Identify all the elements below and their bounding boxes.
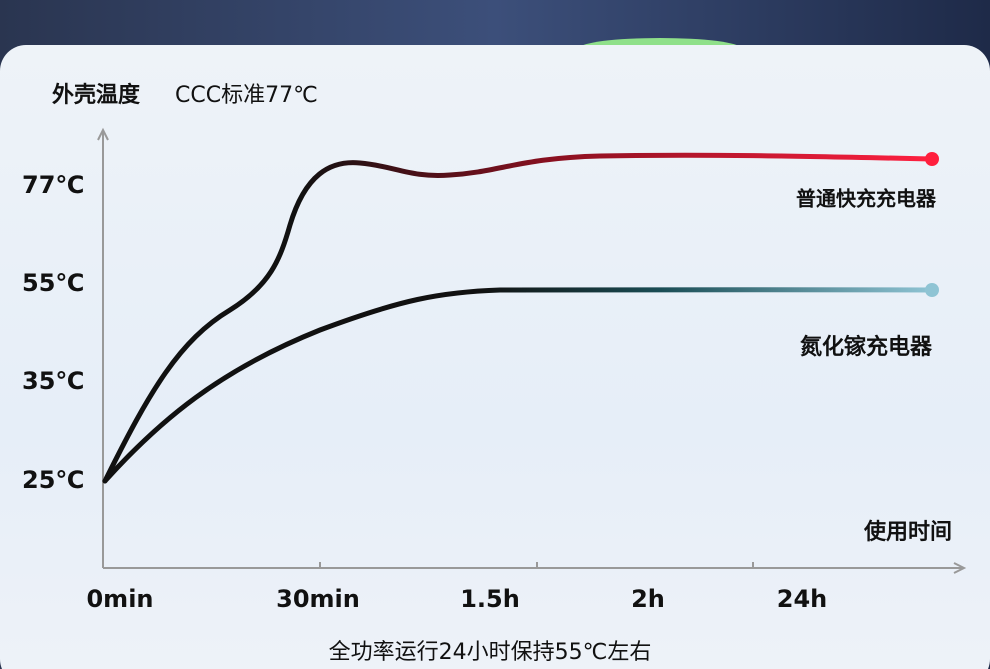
- curve-label: 氮化镓充电器: [800, 334, 933, 360]
- curve-label: 普通快充充电器: [796, 187, 937, 211]
- x-label: 1.5h: [460, 585, 520, 613]
- x-title: 使用时间: [863, 520, 952, 545]
- x-labels: 0min 30min 1.5h 2h 24h: [86, 585, 827, 613]
- y-label: 35℃: [22, 367, 84, 395]
- x-label: 2h: [631, 585, 665, 613]
- curve-fast-charger: [102, 152, 935, 484]
- subtitle: CCC标准77℃: [175, 83, 318, 108]
- x-label: 24h: [777, 585, 827, 613]
- x-label: 30min: [276, 585, 360, 613]
- end-dot: [925, 152, 939, 166]
- curve-gan-charger: [102, 287, 935, 484]
- y-label: 77℃: [22, 171, 84, 199]
- title: 外壳温度: [52, 82, 141, 108]
- card: [0, 45, 990, 669]
- y-label: 55℃: [22, 269, 84, 297]
- y-labels: 77℃ 55℃ 35℃ 25℃: [22, 171, 84, 494]
- y-label: 25℃: [22, 466, 84, 494]
- axes: [97, 127, 967, 574]
- end-dot: [925, 283, 939, 297]
- x-label: 0min: [86, 585, 153, 613]
- footer-note: 全功率运行24小时保持55℃左右: [329, 640, 652, 665]
